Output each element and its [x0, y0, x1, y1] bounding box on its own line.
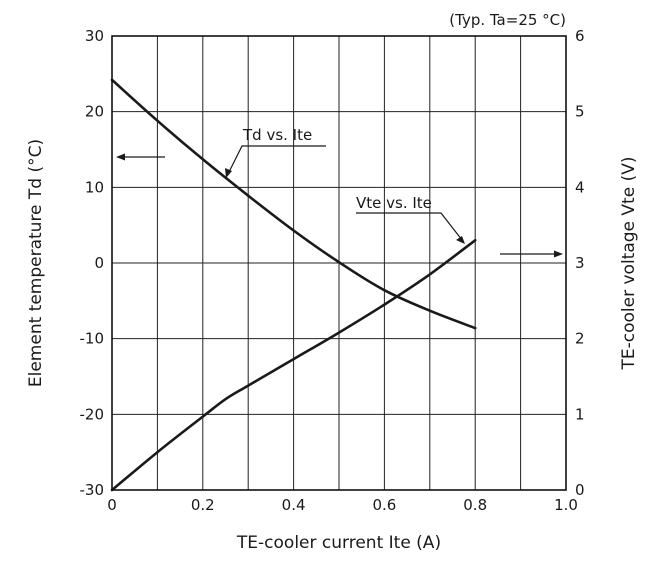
- x-tick-label: 0.8: [463, 496, 487, 514]
- plot-frame: [111, 35, 567, 491]
- y-left-tick-label: 30: [85, 27, 104, 45]
- y-right-tick-label: 5: [575, 103, 585, 121]
- y-axis-left-title: Element temperature Td (°C): [26, 139, 46, 387]
- series-line-vte: [110, 239, 477, 492]
- td-series-leader-arrowhead: [225, 168, 232, 178]
- td-series-leader: [227, 145, 326, 175]
- vte-series-leader: [356, 212, 463, 241]
- y-right-tick-label: 1: [575, 405, 585, 423]
- y-left-tick-label: 10: [85, 178, 104, 196]
- curves: [110, 78, 477, 492]
- y-right-tick-label: 0: [575, 481, 585, 499]
- x-tick-label: 0.2: [191, 496, 215, 514]
- y-right-tick-label: 3: [575, 254, 585, 272]
- y-right-tick-label: 6: [575, 27, 585, 45]
- y-axis-right-title: TE-cooler voltage Vte (V): [619, 157, 639, 371]
- x-tick-label: 0: [107, 496, 117, 514]
- left-axis-indicator-arrow: [116, 153, 165, 161]
- y-left-tick-label: 0: [94, 254, 104, 272]
- y-left-tick-label: -30: [80, 481, 105, 499]
- y-right-tick-label: 2: [575, 330, 585, 348]
- series-line-td: [110, 78, 477, 330]
- x-axis-title: TE-cooler current Ite (A): [236, 533, 441, 553]
- x-tick-label: 0.4: [282, 496, 306, 514]
- right-axis-indicator-arrow: [500, 250, 563, 258]
- vte-series-annotation: Vte vs. Ite: [356, 194, 465, 244]
- x-tick-label: 0.6: [372, 496, 396, 514]
- y-left-tick-label: 20: [85, 103, 104, 121]
- y-right-tick-label: 4: [575, 178, 585, 196]
- y-left-tick-label: -10: [80, 330, 105, 348]
- chart-note: (Typ. Ta=25 °C): [449, 11, 566, 29]
- y-left-tick-label: -20: [80, 405, 105, 423]
- vte-series-leader-arrowhead: [456, 236, 465, 244]
- td-series-label: Td vs. Ite: [242, 126, 312, 144]
- td-series-annotation: Td vs. Ite: [225, 126, 326, 178]
- vte-series-label: Vte vs. Ite: [356, 194, 432, 212]
- x-tick-label: 1.0: [554, 496, 578, 514]
